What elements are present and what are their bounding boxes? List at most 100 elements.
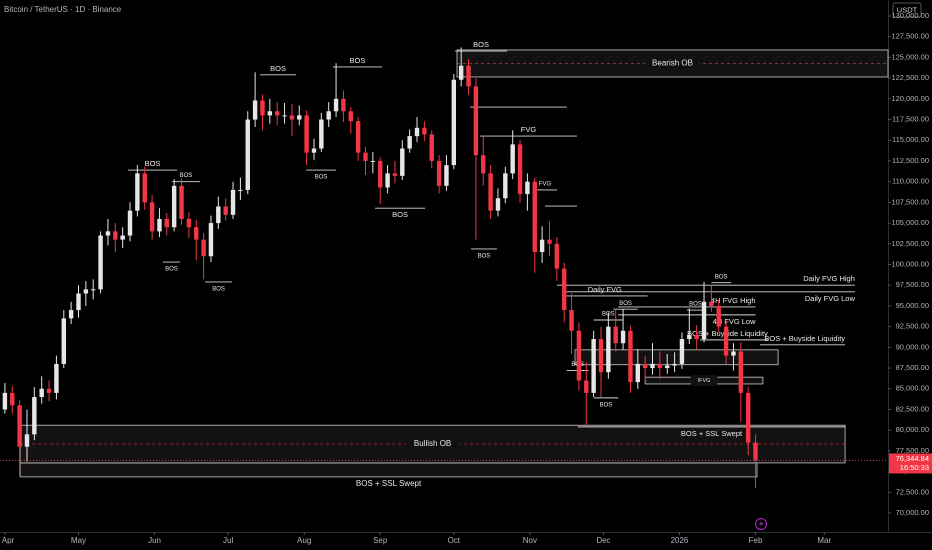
replay-icon[interactable] [754,517,768,531]
candle-body [105,231,111,236]
candle-body [245,119,250,190]
level-label: BOS [145,159,161,168]
x-tick-label: Jul [223,536,233,545]
level-label: 4H FVG High [711,296,756,305]
candle-body [223,206,228,215]
level-label: BOS + SSL Swept [681,429,743,438]
level-label: BOS [473,40,489,49]
candle-body [650,363,655,369]
candle-body [525,181,530,195]
candle-body [716,305,721,327]
countdown: 16:50:33 [900,463,929,472]
candle-body [135,173,140,211]
level-label: BOS [270,64,286,73]
candle-body [466,65,471,87]
candles [2,47,758,489]
x-tick-label: Feb [749,536,763,545]
y-tick-label: 90,000.00 [896,342,929,351]
y-tick-label: 77,500.00 [896,446,929,455]
candle-body [186,218,192,228]
candle-body [311,148,317,153]
candle-body [422,127,427,135]
last-price-label: 76,344.84 [896,454,929,463]
candle-body [429,134,434,161]
level-label: BOS [619,301,632,307]
candle-body [61,318,66,364]
level-label: BOS [315,175,328,181]
y-tick-label: 102,500.00 [891,239,929,248]
x-tick-label: Oct [448,536,461,545]
candle-body [201,239,206,257]
candle-body [260,100,265,116]
candle-body [17,405,22,447]
candle-body [149,202,155,232]
candle-body [304,115,309,153]
candle-body [657,363,663,369]
candle-body [120,235,125,240]
y-tick-label: 100,000.00 [891,259,929,268]
x-tick-label: Jun [148,536,161,545]
candle-body [414,127,420,137]
zone-label: IFVG [698,378,711,384]
zone-label-bg [405,438,460,450]
y-tick-label: 120,000.00 [891,94,929,103]
candle-body [687,334,692,340]
candle-body [127,210,133,236]
x-tick-label: Aug [297,536,311,545]
y-tick-label: 107,500.00 [891,197,929,206]
candle-body [620,330,626,344]
level-label: Daily FVG Low [805,294,856,303]
candle-body [289,115,295,120]
zone-label: Bearish OB [652,59,693,68]
y-tick-label: 80,000.00 [896,425,929,434]
candle-body [98,235,103,290]
x-tick-label: Mar [817,536,831,545]
candle-body [694,334,699,340]
candle-body [481,155,486,174]
candle-body [738,351,744,393]
level-label: BOS [478,254,491,260]
level-label: FVG [539,182,552,188]
candle-body [326,111,331,120]
candle-body [113,231,118,240]
level-label: BOS [392,210,408,219]
y-tick-label: 125,000.00 [891,52,929,61]
candle-body [355,121,361,153]
level-label: BOS [715,274,728,280]
candle-body [157,218,162,232]
y-tick-label: 115,000.00 [892,135,929,144]
level-label: BOS [212,286,225,292]
candle-body [2,392,8,410]
candle-body [363,152,368,161]
currency-box[interactable] [892,2,922,18]
candle-body [613,326,618,344]
candle-body [267,111,273,116]
level-label: Daily FVG [588,285,622,294]
icon-bolt[interactable] [759,520,764,528]
candle-body [46,388,52,393]
x-tick-label: Nov [523,536,537,545]
last-price-box [889,453,932,474]
candle-body [164,218,170,228]
level-label: BOS [349,56,365,65]
currency[interactable]: USDT [897,5,918,14]
x-tick-label: 2026 [671,536,689,545]
icon-circle[interactable] [754,517,768,531]
candle-body [576,330,582,381]
level-label: BOS [180,173,193,179]
candle-body [458,65,464,80]
candle-body [503,173,508,199]
candle-body [76,293,81,311]
candle-body [32,397,37,435]
y-tick-label: 87,500.00 [896,363,929,372]
candle-body [378,160,383,188]
candle-body [709,301,714,306]
y-tick-label: 105,000.00 [891,218,929,227]
y-tick-label: 117,500.00 [892,115,929,124]
candle-body [370,160,376,162]
candle-body [731,351,736,356]
y-tick-label: 70,000.00 [896,508,929,517]
candle-body [252,100,258,120]
level-label: BOS [600,402,613,408]
